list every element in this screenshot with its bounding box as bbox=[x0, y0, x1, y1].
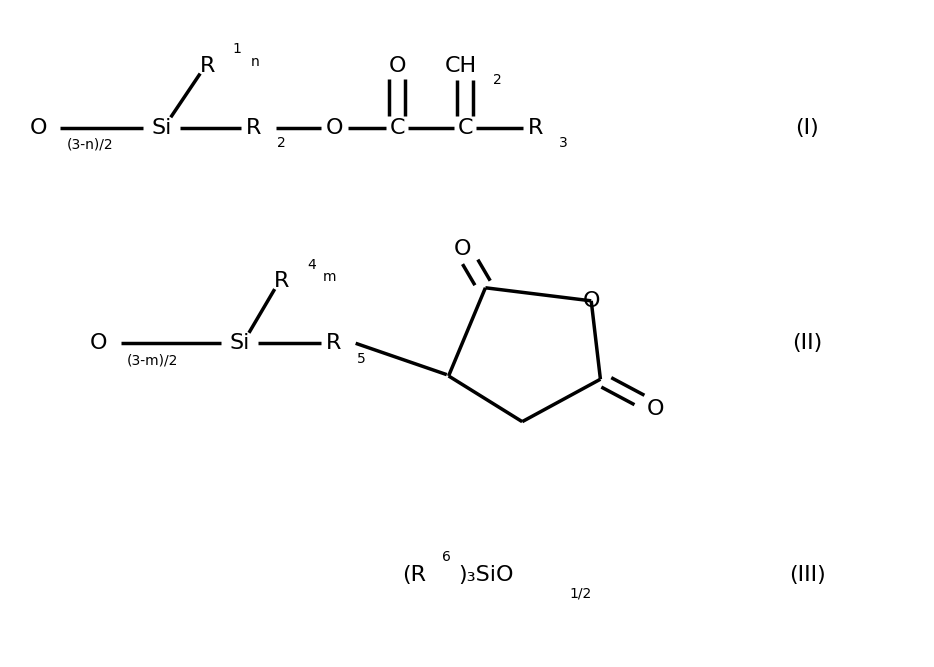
Text: CH: CH bbox=[445, 56, 476, 76]
Text: R: R bbox=[200, 56, 215, 76]
Text: (3-n)/2: (3-n)/2 bbox=[66, 138, 113, 152]
Text: C: C bbox=[389, 118, 404, 138]
Text: (R: (R bbox=[403, 565, 427, 585]
Text: (II): (II) bbox=[792, 334, 823, 354]
Text: R: R bbox=[326, 334, 341, 354]
Text: 6: 6 bbox=[443, 550, 451, 564]
Text: O: O bbox=[326, 118, 344, 138]
Text: 4: 4 bbox=[307, 258, 316, 272]
Text: (III): (III) bbox=[789, 565, 826, 585]
Text: O: O bbox=[90, 334, 107, 354]
Text: 2: 2 bbox=[493, 73, 502, 87]
Text: 3: 3 bbox=[559, 137, 568, 151]
Text: m: m bbox=[323, 270, 336, 284]
Text: Si: Si bbox=[230, 334, 250, 354]
Text: 1: 1 bbox=[233, 43, 241, 57]
Text: (I): (I) bbox=[796, 118, 819, 138]
Text: C: C bbox=[458, 118, 473, 138]
Text: 5: 5 bbox=[357, 352, 365, 366]
Text: O: O bbox=[454, 239, 471, 259]
Text: R: R bbox=[529, 118, 544, 138]
Text: R: R bbox=[246, 118, 262, 138]
Text: )₃SiO: )₃SiO bbox=[458, 565, 514, 585]
Text: O: O bbox=[30, 118, 48, 138]
Text: O: O bbox=[389, 56, 405, 76]
Text: n: n bbox=[251, 55, 260, 69]
Text: Si: Si bbox=[151, 118, 172, 138]
Text: R: R bbox=[275, 271, 290, 291]
Text: O: O bbox=[583, 291, 600, 311]
Text: 1/2: 1/2 bbox=[569, 586, 591, 600]
Text: (3-m)/2: (3-m)/2 bbox=[127, 354, 178, 368]
Text: O: O bbox=[647, 399, 664, 419]
Text: 2: 2 bbox=[276, 137, 286, 151]
